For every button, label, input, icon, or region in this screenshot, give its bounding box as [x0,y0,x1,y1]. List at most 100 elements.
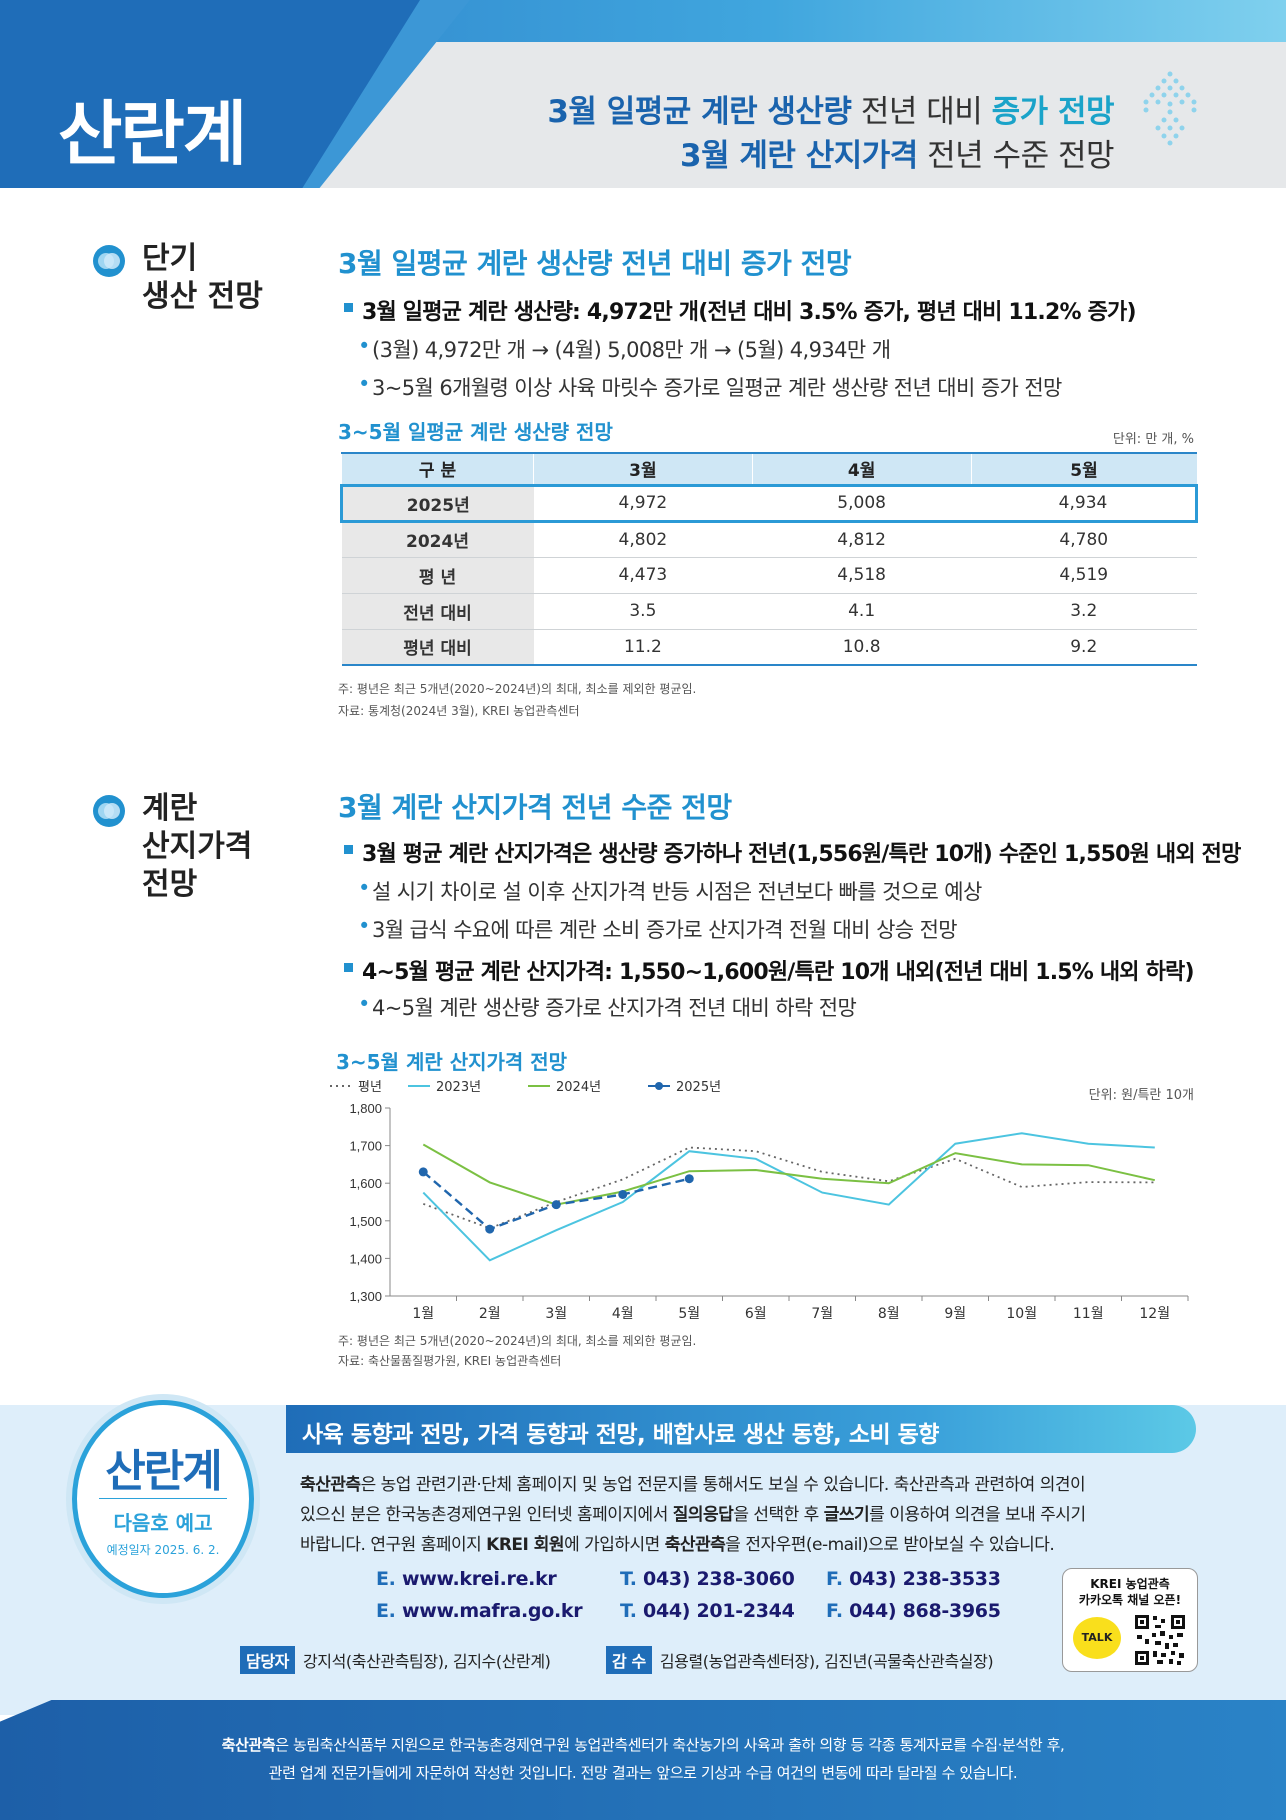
x-tick-label: 3월 [545,1306,567,1322]
table-cell: 11.2 [533,629,753,666]
fax-krei: F. 043) 238-3533 [826,1568,1001,1590]
review-line: 감 수 김용렬(농업관측센터장), 김진년(곡물축산관측실장) [606,1646,994,1674]
table-row-header: 전년 대비 [341,593,534,630]
y-tick-label: 1,400 [349,1251,382,1266]
kakao-channel-box[interactable]: KREI 농업관측 카카오톡 채널 오픈! TALK [1062,1568,1198,1672]
legend-label: 2025년 [676,1080,721,1095]
kakao-talk-icon: TALK [1073,1617,1121,1659]
chart-unit: 단위: 원/특란 10개 [1088,1088,1194,1103]
table-title: 3~5월 일평균 계란 생산량 전망 [338,420,613,444]
y-tick-label: 1,600 [349,1176,382,1191]
table-cell: 4.1 [752,593,971,630]
x-tick-label: 1월 [412,1306,434,1322]
table-cell: 4,934 [971,483,1198,523]
table-cell: 4,519 [971,557,1197,594]
table-header-cell: 3월 [533,452,753,485]
y-tick-label: 1,300 [349,1289,382,1304]
header-headline-2: 3월 계란 산지가격 전년 수준 전망 [680,138,1114,174]
table-note: 주: 평년은 최근 5개년(2020~2024년)의 최대, 최소를 제외한 평… [338,682,697,696]
staff-line: 담당자 강지석(축산관측팀장), 김지수(산란계) [240,1646,551,1674]
header: 산란계 3월 일평균 계란 생산량 전년 대비 증가 전망 3월 계란 산지가격… [0,0,1286,188]
x-tick-label: 8월 [878,1306,900,1322]
egg-bubble-icon [93,245,125,277]
price-line-chart: 1,300 1,400 1,500 1,600 1,700 1,800 1월 2월 3월 4월 5월… [330,1080,1189,1322]
data-point-2025년 [418,1167,428,1177]
chart-note: 주: 평년은 최근 5개년(2020~2024년)의 최대, 최소를 제외한 평… [338,1334,697,1348]
website-link-krei[interactable]: E. www.krei.re.kr [376,1568,557,1590]
table-source: 자료: 통계청(2024년 3월), KREI 농업관측센터 [338,704,580,718]
section1-sub-bullet-1: (3월) 4,972만 개 → (4월) 5,008만 개 → (5월) 4,9… [358,334,891,364]
table-cell: 3.2 [971,593,1197,630]
table-header-row: 구 분 3월 4월 5월 [341,452,1197,485]
data-point-2025년 [485,1224,495,1234]
production-table: 구 분 3월 4월 5월 2025년 4,972 5,008 4,934 202… [340,452,1198,666]
section1-heading: 3월 일평균 계란 생산량 전년 대비 증가 전망 [338,247,852,280]
chart-title: 3~5월 계란 산지가격 전망 [336,1050,568,1074]
table-row-header: 평년 대비 [341,629,534,666]
info-paragraph-line-2: 있으신 분은 한국농촌경제연구원 인터넷 홈페이지에서 질의응답을 선택한 후 … [300,1505,1086,1525]
series-line-평년 [422,1146,1155,1230]
table-cell: 4,780 [971,521,1197,558]
footer: 축산관측은 농림축산식품부 지원으로 한국농촌경제연구원 농업관측센터가 축산농… [0,1700,1286,1820]
next-issue-circle: 산란계 다음호 예고 예정일자 2025. 6. 2. [72,1400,254,1598]
chart-source: 자료: 축산물품질평가원, KREI 농업관측센터 [338,1354,562,1368]
table-row-header: 2025년 [340,483,534,523]
table-row: 2024년 4,802 4,812 4,780 [341,521,1197,558]
table-cell: 3.5 [533,593,753,630]
table-cell: 4,972 [533,483,753,523]
table-header-cell: 4월 [751,452,971,485]
next-issue-topics-bar: 사육 동향과 전망, 가격 동향과 전망, 배합사료 생산 동향, 소비 동향 [286,1405,1196,1453]
phone-krei: T. 043) 238-3060 [620,1568,795,1590]
section1-sub-bullet-2: 3~5월 6개월령 이상 사육 마릿수 증가로 일평균 계란 생산량 전년 대비… [358,372,1062,402]
legend-label: 2023년 [436,1080,481,1095]
series-line-2023년 [422,1132,1155,1262]
table-cell: 5,008 [752,483,971,523]
table-row-header: 2024년 [341,521,534,558]
x-tick-label: 10월 [1006,1306,1037,1322]
qr-code-icon[interactable] [1133,1613,1187,1667]
section2-sub-bullet-2: 3월 급식 수요에 따른 계란 소비 증가로 산지가격 전월 대비 상승 전망 [358,914,958,944]
table-header-cell: 구 분 [341,452,534,485]
egg-bubble-icon [93,795,125,827]
x-tick-label: 6월 [745,1306,767,1322]
section2-sub-bullet-1: 설 시기 차이로 설 이후 산지가격 반등 시점은 전년보다 빠를 것으로 예상 [358,876,982,906]
y-tick-label: 1,700 [349,1139,382,1154]
x-tick-label: 2월 [479,1306,501,1322]
x-tick-label: 7월 [811,1306,833,1322]
legend-label: 평년 [358,1080,382,1095]
x-tick-label: 11월 [1073,1306,1104,1322]
table-header-cell: 5월 [970,452,1197,485]
dotted-arrow-icon [1143,71,1197,146]
table-cell: 4,802 [533,521,753,558]
table-cell: 4,812 [752,521,971,558]
section2-main-bullet-2: 4~5월 평균 계란 산지가격: 1,550~1,600원/특란 10개 내외(… [344,954,1195,986]
table-cell: 10.8 [752,629,971,666]
table-cell: 4,473 [533,557,753,594]
info-paragraph-line-1: 축산관측은 농업 관련기관·단체 홈페이지 및 농업 전문지를 통해서도 보실 … [300,1475,1086,1495]
section1-main-bullet: 3월 일평균 계란 생산량: 4,972만 개(전년 대비 3.5% 증가, 평… [344,294,1137,326]
table-row-header: 평 년 [341,557,534,594]
section2-sub-bullet-3: 4~5월 계란 생산량 증가로 산지가격 전년 대비 하락 전망 [358,992,857,1022]
info-paragraph-line-3: 바랍니다. 연구원 홈페이지 KREI 회원에 가입하시면 축산관측을 전자우편… [300,1535,1055,1555]
table-cell: 4,518 [752,557,971,594]
website-link-mafra[interactable]: E. www.mafra.go.kr [376,1600,583,1622]
table-cell: 9.2 [971,629,1197,666]
x-tick-label: 4월 [612,1306,634,1322]
series-line-2024년 [422,1143,1156,1206]
x-tick-label: 12월 [1139,1306,1170,1322]
section2-heading: 3월 계란 산지가격 전년 수준 전망 [338,791,732,824]
data-point-2025년 [684,1174,694,1184]
x-tick-label: 9월 [944,1306,966,1322]
footer-line-2: 관련 업계 전문가들에게 자문하여 작성한 것입니다. 전망 결과는 앞으로 기… [268,1764,1018,1782]
x-tick-label: 5월 [678,1306,700,1322]
section2-main-bullet-1: 3월 평균 계란 산지가격은 생산량 증가하나 전년(1,556원/특란 10개… [344,836,1241,868]
fax-mafra: F. 044) 868-3965 [826,1600,1001,1622]
legend-label: 2024년 [556,1080,601,1095]
table-row: 평년 대비 11.2 10.8 9.2 [341,629,1197,666]
data-point-2025년 [551,1200,561,1210]
table-row: 2025년 4,972 5,008 4,934 [340,483,1198,523]
logo-title: 산란계 [58,93,247,175]
footer-line-1: 축산관측은 농림축산식품부 지원으로 한국농촌경제연구원 농업관측센터가 축산농… [221,1736,1065,1754]
table-unit: 단위: 만 개, % [1112,432,1194,447]
y-tick-label: 1,800 [349,1101,382,1116]
